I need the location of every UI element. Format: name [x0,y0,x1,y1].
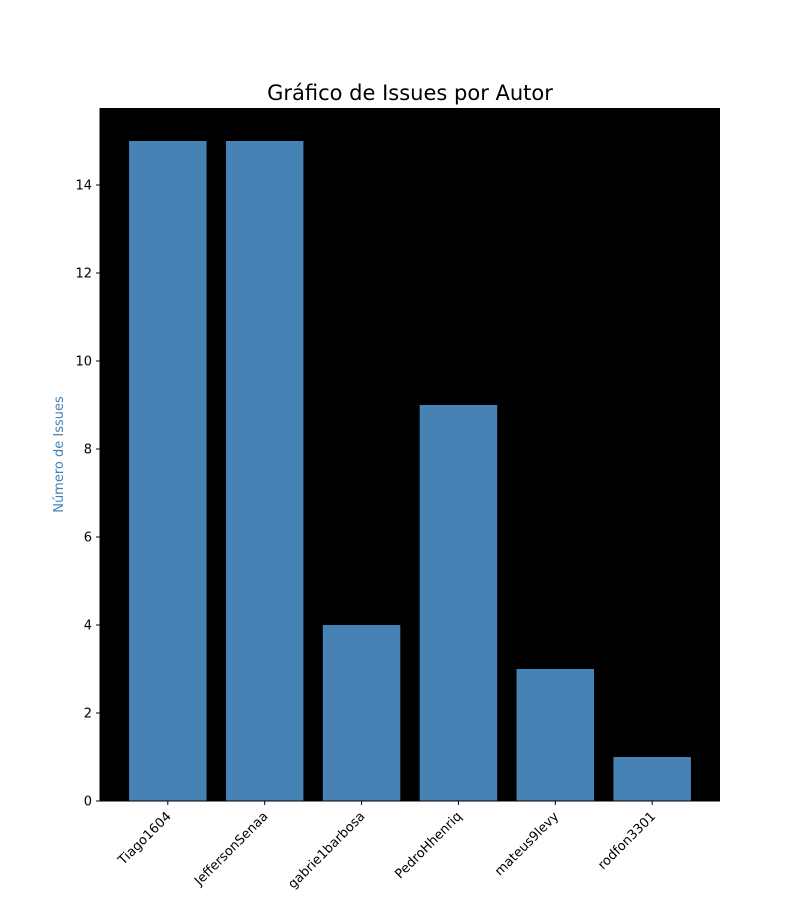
y-tick-label: 10 [75,355,92,370]
y-tick-label: 4 [84,619,92,634]
bar-pedrohhenriq [419,405,498,801]
y-tick-label: 14 [75,179,92,194]
y-tick-label: 8 [84,443,92,458]
bar-jeffersonsenaa [225,141,304,801]
y-tick-label: 0 [84,795,92,810]
chart-title: Gráfico de Issues por Autor [267,81,553,105]
x-axis: Tiago1604 JeffersonSenaa gabrie1barbosa Ped… [100,800,720,892]
bar-gabrie1barbosa [322,625,401,801]
y-tick-label: 6 [84,531,92,546]
x-tick-label: JeffersonSenaa [191,809,271,889]
x-tick-label: rodfon3301 [595,809,659,873]
y-tick-label: 2 [84,707,92,722]
y-axis-label: Número de Issues [52,396,67,513]
x-tick-label: Tiago1604 [115,809,175,869]
bar-rodfon3301 [613,757,691,801]
x-tick-label: PedroHhenriq [392,809,465,882]
bar-mateus9levy [516,669,595,801]
y-axis: 0 2 4 6 8 10 12 14 [75,108,101,810]
bar-tiago1604 [129,141,207,801]
x-tick-label: mateus9levy [492,809,562,879]
y-tick-label: 12 [75,267,92,282]
bars-group [129,141,691,801]
x-tick-label: gabrie1barbosa [286,809,369,892]
